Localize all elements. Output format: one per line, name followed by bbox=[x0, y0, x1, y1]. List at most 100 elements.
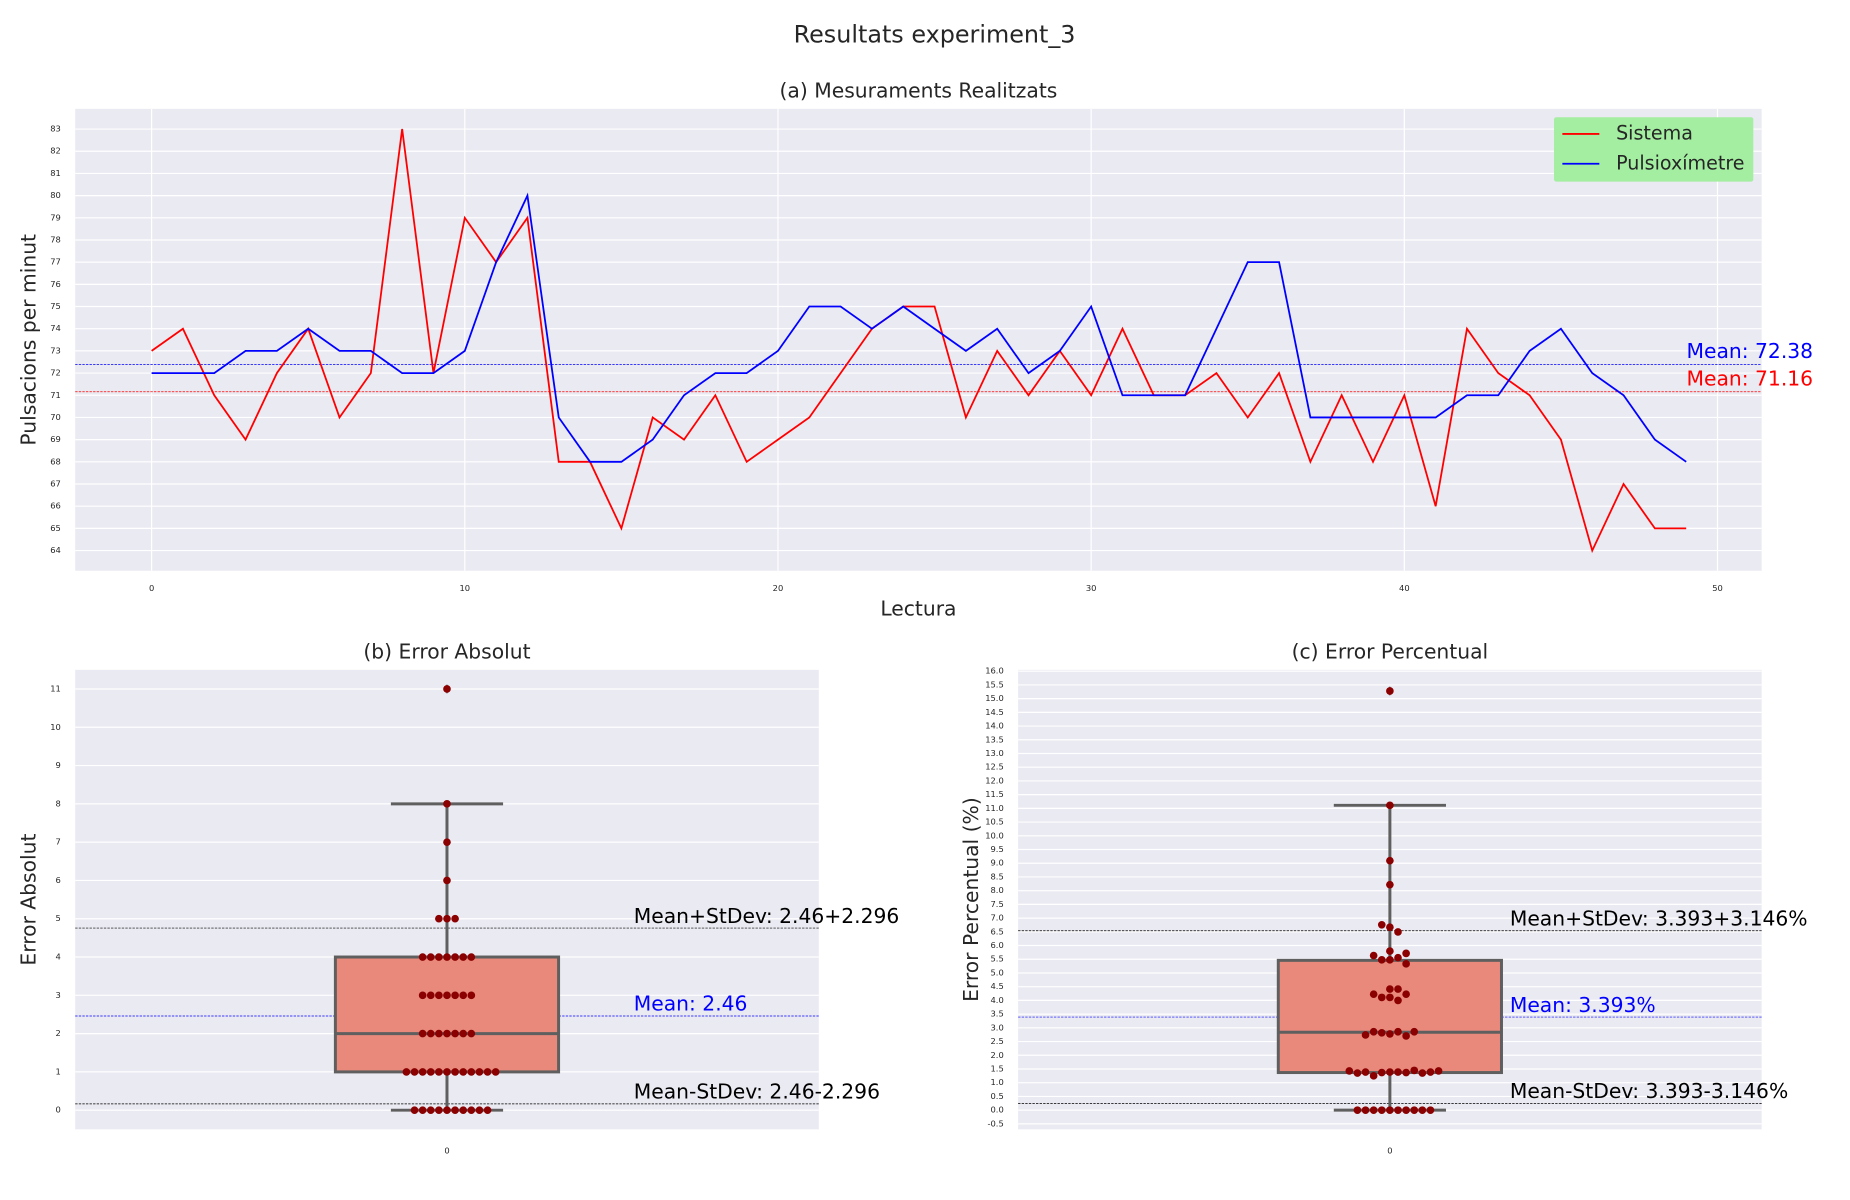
swarm-point bbox=[1410, 1027, 1419, 1036]
swarm-point bbox=[1418, 1069, 1427, 1077]
swarm-point bbox=[1386, 687, 1394, 695]
swarm-point bbox=[459, 991, 468, 1000]
y-tick-label: 75 bbox=[50, 301, 61, 311]
swarm-point bbox=[1394, 996, 1402, 1005]
y-tick-label: 0.0 bbox=[990, 1105, 1003, 1115]
y-tick-label: 7.5 bbox=[990, 899, 1003, 909]
x-tick-label: 40 bbox=[1399, 583, 1410, 593]
swarm-point bbox=[491, 1068, 500, 1076]
swarm-point bbox=[1353, 1106, 1362, 1114]
swarm-point bbox=[1369, 990, 1378, 999]
subplot-title: (a) Mesuraments Realitzats bbox=[780, 79, 1058, 103]
swarm-point bbox=[426, 1106, 435, 1115]
swarm-point bbox=[1394, 1106, 1402, 1114]
annotation: Mean: 71.16 bbox=[1686, 366, 1813, 390]
swarm-point bbox=[1386, 880, 1394, 889]
swarm-point bbox=[451, 914, 459, 923]
swarm-point bbox=[443, 876, 451, 885]
y-tick-label: 69 bbox=[50, 434, 61, 444]
y-tick-label: 3.0 bbox=[990, 1022, 1003, 1032]
swarm-point bbox=[435, 1106, 443, 1115]
swarm-point bbox=[1369, 1027, 1378, 1036]
swarm-point bbox=[459, 1106, 468, 1115]
y-tick-label: 1.0 bbox=[990, 1077, 1003, 1087]
y-tick-label: 6 bbox=[56, 875, 61, 885]
swarm-point bbox=[1386, 985, 1394, 993]
swarm-point bbox=[483, 1106, 492, 1115]
swarm-point bbox=[435, 1068, 443, 1076]
swarm-point bbox=[1418, 1106, 1427, 1114]
y-tick-label: 12.0 bbox=[985, 775, 1004, 785]
y-tick-label: 9.0 bbox=[990, 858, 1003, 868]
swarm-point bbox=[435, 953, 443, 961]
y-tick-label: 64 bbox=[50, 545, 61, 555]
y-tick-label: 5.5 bbox=[990, 954, 1003, 964]
annotation: Mean-StDev: 2.46-2.296 bbox=[634, 1080, 880, 1104]
y-tick-label: 10.5 bbox=[985, 817, 1004, 827]
swarm-point bbox=[1369, 1106, 1378, 1114]
swarm-point bbox=[1386, 1106, 1394, 1114]
y-tick-label: 9 bbox=[56, 760, 61, 770]
swarm-point bbox=[475, 1106, 484, 1115]
y-tick-label: 5.0 bbox=[990, 967, 1003, 977]
legend-label: Sistema bbox=[1616, 121, 1693, 144]
swarm-point bbox=[443, 991, 451, 1000]
swarm-point bbox=[1410, 1066, 1419, 1075]
swarm-point bbox=[443, 1068, 451, 1076]
y-axis-label: Error Percentual (%) bbox=[959, 797, 983, 1002]
swarm-point bbox=[410, 1068, 419, 1076]
x-tick-label: 0 bbox=[149, 583, 154, 593]
swarm-point bbox=[443, 953, 451, 961]
y-tick-label: 15.0 bbox=[985, 693, 1004, 703]
swarm-point bbox=[1394, 1027, 1402, 1036]
swarm-point bbox=[451, 953, 459, 961]
swarm-point bbox=[418, 1029, 427, 1038]
y-axis-label: Pulsacions per minut bbox=[16, 234, 40, 446]
swarm-point bbox=[1426, 1068, 1435, 1076]
y-tick-label: 82 bbox=[50, 146, 61, 156]
swarm-point bbox=[402, 1068, 411, 1076]
y-tick-label: 10 bbox=[50, 722, 61, 732]
y-tick-label: 0.5 bbox=[990, 1091, 1003, 1101]
y-tick-label: -0.5 bbox=[987, 1118, 1003, 1128]
x-axis-label: Lectura bbox=[880, 597, 956, 621]
swarm-point bbox=[467, 953, 476, 961]
swarm-point bbox=[443, 1106, 451, 1115]
swarm-point bbox=[1386, 801, 1394, 810]
annotation: Mean: 72.38 bbox=[1686, 339, 1813, 363]
y-tick-label: 11 bbox=[50, 683, 61, 693]
swarm-point bbox=[435, 991, 443, 1000]
swarm-point bbox=[418, 1106, 427, 1115]
swarm-point bbox=[1402, 1032, 1410, 1040]
swarm-point bbox=[1369, 951, 1378, 960]
swarm-point bbox=[410, 1106, 419, 1115]
y-tick-label: 71 bbox=[50, 390, 61, 400]
series-line bbox=[151, 128, 1687, 554]
y-tick-label: 2 bbox=[56, 1028, 61, 1038]
swarm-point bbox=[1386, 993, 1394, 1002]
y-tick-label: 72 bbox=[50, 368, 61, 378]
swarm-point bbox=[1386, 923, 1394, 932]
swarm-point bbox=[451, 991, 459, 1000]
swarm-point bbox=[1402, 960, 1410, 968]
swarm-point bbox=[418, 991, 427, 1000]
swarm-point bbox=[1434, 1067, 1443, 1075]
y-tick-label: 83 bbox=[50, 124, 61, 134]
y-tick-label: 2.5 bbox=[990, 1036, 1003, 1046]
figure-title: Resultats experiment_3 bbox=[794, 21, 1076, 49]
swarm-point bbox=[435, 914, 443, 923]
y-tick-label: 13.5 bbox=[985, 734, 1004, 744]
swarm-point bbox=[435, 1029, 443, 1038]
swarm-point bbox=[1377, 1068, 1386, 1077]
swarm-point bbox=[418, 953, 427, 961]
y-tick-label: 13.0 bbox=[985, 748, 1004, 758]
swarm-point bbox=[426, 991, 435, 1000]
swarm-point bbox=[1402, 949, 1410, 958]
y-tick-label: 3 bbox=[56, 990, 61, 1000]
x-tick-label: 0 bbox=[1387, 1145, 1392, 1155]
annotation: Mean+StDev: 2.46+2.296 bbox=[634, 904, 900, 928]
swarm-point bbox=[1377, 956, 1386, 964]
swarm-point bbox=[1369, 1072, 1378, 1080]
swarm-point bbox=[1394, 985, 1402, 993]
swarm-point bbox=[451, 1106, 459, 1115]
